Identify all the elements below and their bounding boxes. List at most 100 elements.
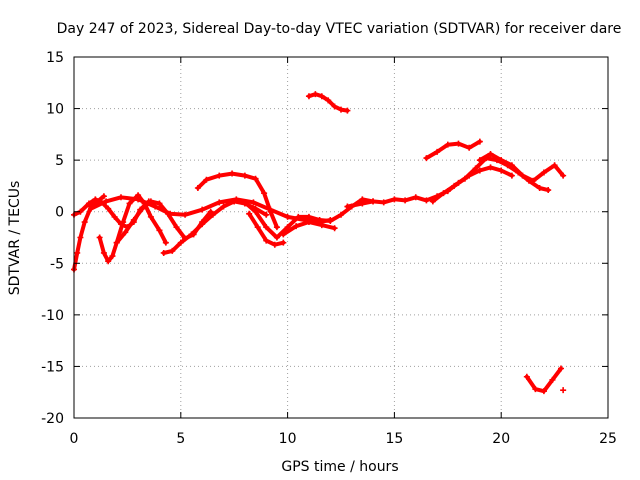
data-point-marker (263, 211, 270, 218)
data-point-marker (160, 249, 167, 256)
data-point-marker (466, 144, 473, 151)
data-point-marker (199, 206, 206, 213)
data-point-marker (316, 216, 323, 223)
data-point-marker (305, 219, 312, 226)
data-point-marker (156, 227, 163, 234)
data-point-marker (540, 388, 547, 395)
data-point-marker (167, 210, 174, 217)
data-point-marker (508, 172, 515, 179)
series-track-7 (194, 170, 280, 231)
data-point-marker (231, 198, 238, 205)
data-point-marker (305, 93, 312, 100)
data-point-marker (391, 196, 398, 203)
data-point-marker (122, 229, 129, 236)
data-point-marker (152, 203, 159, 210)
y-tick-label: -10 (41, 308, 64, 324)
series-line (430, 156, 551, 204)
data-point-marker (498, 167, 505, 174)
data-point-marker (338, 106, 344, 113)
y-tick-label: 5 (55, 153, 64, 169)
x-tick-label: 25 (599, 431, 617, 447)
x-tick-label: 15 (385, 431, 403, 447)
axis-tick-labels: 0 5 10 15 20 25 -20 -15 -10 -5 0 5 10 15 (41, 50, 617, 447)
data-point-marker (551, 162, 558, 169)
data-point-marker (169, 247, 176, 254)
plot-frame (73, 56, 609, 419)
data-point-marker (216, 199, 223, 206)
y-tick-label: -20 (41, 411, 64, 427)
data-point-marker (444, 141, 451, 148)
data-point-marker (344, 203, 351, 210)
data-point-marker (284, 213, 291, 220)
data-point-marker (182, 211, 189, 218)
data-point-marker (177, 239, 184, 246)
series-track-16 (523, 365, 565, 395)
data-point-marker (216, 172, 223, 179)
series-track-13 (423, 138, 483, 162)
data-point-marker (440, 190, 447, 197)
data-point-marker (120, 219, 127, 226)
data-point-marker (523, 373, 530, 380)
data-point-marker (455, 140, 462, 147)
data-point-marker (130, 216, 137, 223)
x-axis-label: GPS time / hours (281, 459, 398, 475)
data-point-marker (203, 176, 210, 183)
data-point-marker (199, 221, 206, 228)
series-track-17 (560, 387, 567, 394)
data-point-marker (135, 196, 142, 203)
data-point-marker (327, 217, 334, 224)
data-point-marker (423, 155, 430, 162)
data-point-marker (241, 172, 248, 179)
data-point-marker (88, 205, 95, 212)
data-point-marker (545, 187, 552, 194)
y-tick-label: 10 (46, 102, 64, 118)
data-point-marker (252, 175, 259, 182)
series-line (424, 139, 482, 161)
x-tick-label: 10 (279, 431, 297, 447)
data-point-marker (540, 169, 547, 176)
data-point-marker (229, 170, 236, 177)
data-point-marker (85, 200, 92, 207)
data-point-marker (74, 249, 81, 256)
data-point-marker (423, 197, 430, 204)
y-tick-label: 0 (55, 205, 64, 221)
data-point-marker (487, 164, 494, 171)
data-point-marker (263, 237, 270, 244)
data-point-marker (162, 239, 169, 246)
data-point-marker (293, 223, 300, 230)
data-point-marker (344, 107, 351, 114)
data-point-marker (280, 231, 287, 238)
data-point-marker (318, 222, 325, 229)
data-point-marker (209, 211, 216, 218)
data-point-marker (156, 200, 163, 207)
y-tick-label: 15 (46, 50, 64, 66)
data-point-marker (451, 182, 458, 189)
data-point-marker (487, 150, 494, 157)
data-point-marker (273, 224, 280, 231)
data-point-marker (519, 172, 526, 179)
data-traces (71, 91, 567, 395)
chart-title: Day 247 of 2023, Sidereal Day-to-day VTE… (57, 21, 622, 37)
data-point-marker (325, 97, 332, 104)
x-tick-label: 0 (70, 431, 79, 447)
data-point-marker (126, 200, 133, 207)
data-point-marker (109, 253, 116, 260)
series-track-15 (476, 150, 567, 184)
data-point-marker (246, 210, 253, 217)
data-point-marker (295, 213, 302, 220)
data-point-marker (476, 157, 483, 164)
data-point-marker (560, 172, 567, 179)
data-point-marker (536, 184, 543, 191)
data-point-marker (331, 225, 338, 232)
data-point-marker (472, 165, 479, 172)
y-axis-label: SDTVAR / TECUs (7, 181, 23, 296)
data-point-marker (434, 148, 441, 155)
data-point-marker (380, 199, 387, 206)
y-tick-label: -15 (41, 359, 64, 375)
data-point-marker (273, 234, 280, 241)
data-point-marker (476, 138, 483, 145)
data-point-marker (194, 184, 201, 191)
data-point-marker (532, 386, 539, 393)
